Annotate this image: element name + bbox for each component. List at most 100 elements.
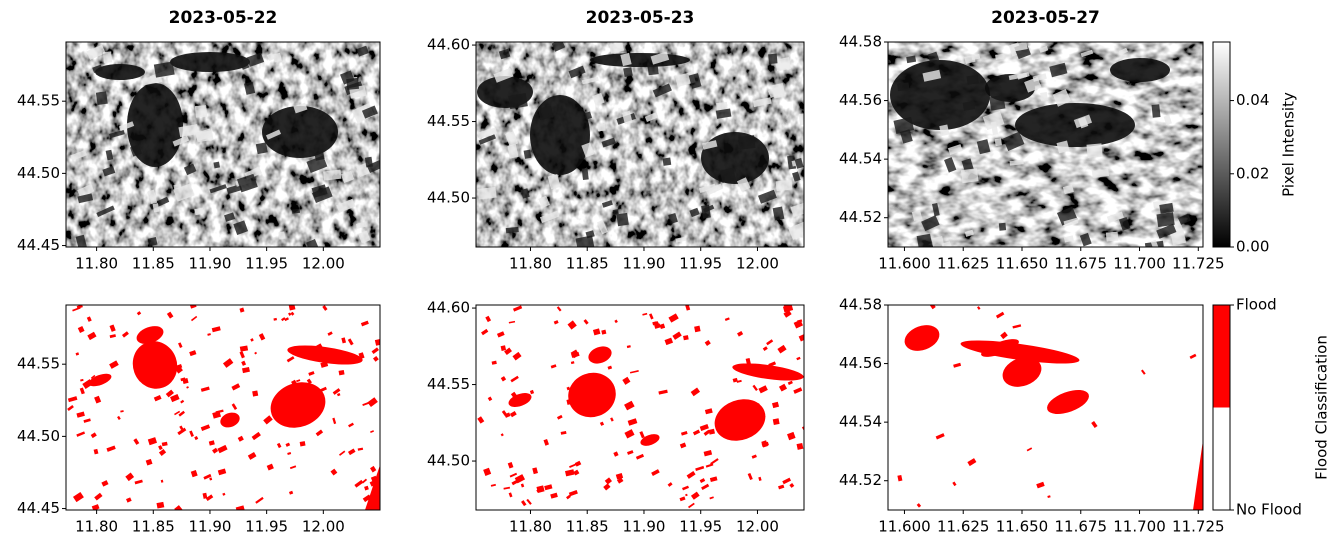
- field-parcel: [1032, 73, 1047, 82]
- axes-frame: [475, 41, 805, 248]
- y-tick-label: 44.45: [17, 236, 60, 254]
- flood-patch: [582, 388, 589, 396]
- x-tick-label: 12.00: [302, 518, 345, 536]
- flood-patch: [288, 305, 296, 311]
- flood-patch: [566, 386, 571, 391]
- x-tick-label: 11.85: [132, 518, 175, 536]
- flood-patch: [500, 433, 504, 437]
- flood-patch: [481, 328, 489, 336]
- flood-patch: [796, 356, 801, 361]
- map-background: [66, 305, 380, 510]
- flood-patch: [315, 343, 323, 351]
- field-parcel: [906, 55, 917, 64]
- axes-frame: [65, 304, 381, 511]
- flood-patch: [952, 481, 957, 487]
- field-parcel: [194, 105, 208, 118]
- plot-area: [476, 42, 804, 247]
- y-tick-label: 44.58: [839, 33, 882, 51]
- dark-water-area: [590, 53, 690, 67]
- field-parcel: [236, 173, 258, 193]
- field-parcel: [1011, 42, 1028, 52]
- flood-patch: [1091, 420, 1098, 428]
- field-parcel: [77, 183, 95, 198]
- flood-patch: [364, 485, 369, 491]
- colorbar-label: Flood Classification: [1313, 335, 1331, 480]
- flood-patch: [485, 315, 492, 323]
- flood-patch: [593, 351, 602, 359]
- flood-patch: [309, 399, 318, 407]
- flood-patch: [217, 468, 227, 476]
- flood-patch: [1036, 481, 1045, 489]
- field-parcel: [960, 168, 979, 184]
- flood-patch: [501, 410, 508, 417]
- field-parcel: [246, 52, 265, 67]
- field-parcel: [109, 129, 125, 139]
- flood-patch: [241, 360, 247, 366]
- flood-patch: [512, 305, 523, 312]
- field-parcel: [508, 92, 528, 110]
- flood-patch: [160, 479, 164, 483]
- x-tick-label: 11.700: [1113, 518, 1166, 536]
- flood-patch: [101, 480, 109, 487]
- field-parcel: [1118, 217, 1131, 231]
- field-parcel: [698, 183, 717, 193]
- field-parcel: [130, 144, 143, 157]
- field-parcel: [581, 142, 595, 158]
- flood-patch: [133, 438, 140, 445]
- flood-patch: [80, 378, 84, 382]
- flood-patch: [83, 418, 91, 423]
- field-parcel: [1080, 49, 1094, 58]
- flood-patch: [708, 428, 715, 435]
- flood-patch: [658, 389, 668, 395]
- flood-patch: [953, 362, 962, 368]
- field-parcel: [118, 121, 135, 132]
- flood-patch: [536, 485, 545, 493]
- flood-patch: [208, 440, 215, 446]
- flood-patch: [745, 357, 751, 365]
- field-parcel: [736, 177, 751, 192]
- flood-patch: [507, 462, 514, 469]
- field-parcel: [293, 102, 308, 114]
- x-tick-label: 11.80: [509, 518, 552, 536]
- flood-patch: [200, 386, 210, 392]
- flood-patch: [1012, 324, 1022, 329]
- field-parcel: [752, 97, 772, 108]
- field-parcel: [366, 160, 380, 174]
- flood-patch: [756, 403, 760, 407]
- flood-patch: [176, 363, 183, 370]
- field-parcel: [142, 74, 163, 86]
- flood-patch: [147, 437, 157, 446]
- flood-patch: [526, 498, 532, 505]
- field-parcel: [306, 239, 319, 247]
- flood-patch: [320, 361, 329, 368]
- flood-area: [732, 363, 804, 381]
- field-parcel: [1062, 184, 1074, 195]
- flood-patch: [627, 418, 638, 426]
- field-parcel: [291, 208, 301, 214]
- flood-patch: [758, 385, 768, 394]
- panel-title: 2023-05-27: [991, 8, 1100, 28]
- y-tick-label: 44.52: [839, 208, 882, 226]
- flood-patch: [543, 439, 549, 446]
- field-parcel: [1150, 239, 1160, 247]
- flood-patch: [276, 442, 282, 449]
- field-parcel: [994, 138, 1002, 147]
- flood-patch: [639, 431, 645, 439]
- field-parcel: [477, 186, 497, 200]
- flood-patch: [585, 391, 595, 400]
- field-parcel: [1016, 71, 1030, 80]
- flood-patch: [72, 491, 84, 503]
- field-parcel: [1156, 212, 1175, 228]
- field-parcel: [931, 235, 945, 247]
- flood-patch: [205, 494, 214, 502]
- flood-patch: [1047, 495, 1051, 499]
- x-tick-label: 11.95: [245, 255, 288, 273]
- dark-water-area: [530, 95, 590, 175]
- field-parcel: [961, 158, 974, 172]
- flood-patch: [156, 501, 165, 509]
- field-parcel: [1151, 104, 1161, 118]
- flood-patch: [370, 430, 374, 433]
- flood-patch: [281, 317, 286, 322]
- flood-patch: [514, 474, 526, 484]
- x-tick-label: 11.85: [132, 255, 175, 273]
